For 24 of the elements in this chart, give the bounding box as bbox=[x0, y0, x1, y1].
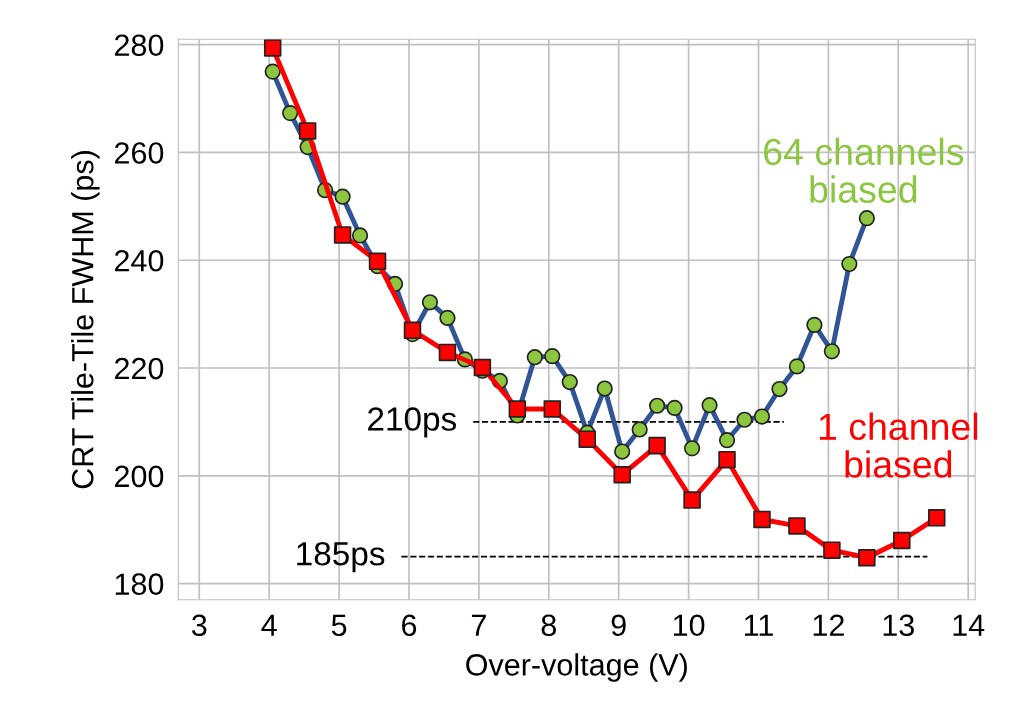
series-label: 1 channel biased bbox=[819, 412, 978, 478]
x-tick-label: 12 bbox=[813, 614, 844, 636]
y-tick-label: 280 bbox=[115, 34, 164, 57]
x-tick-label: 14 bbox=[953, 614, 985, 636]
y-axis-title: CRT Tile-Tile FWHM (ps) bbox=[71, 151, 100, 489]
x-tick-label: 11 bbox=[744, 614, 773, 636]
y-tick-label: 220 bbox=[115, 357, 164, 380]
x-axis-title: Over-voltage (V) bbox=[466, 653, 687, 682]
y-tick-label: 180 bbox=[115, 573, 164, 595]
series-label: 64 channels biased bbox=[764, 137, 964, 203]
x-tick-label: 5 bbox=[331, 614, 347, 637]
x-tick-label: 8 bbox=[541, 614, 556, 637]
ref-line-label: 210ps bbox=[368, 407, 457, 438]
y-tick-label: 240 bbox=[115, 249, 164, 272]
y-tick-label: 200 bbox=[115, 465, 164, 488]
x-tick-label: 3 bbox=[191, 614, 207, 637]
x-tick-label: 13 bbox=[883, 614, 914, 637]
x-tick-label: 4 bbox=[261, 614, 277, 636]
x-tick-label: 10 bbox=[673, 614, 705, 637]
x-tick-label: 6 bbox=[402, 614, 417, 637]
x-tick-label: 7 bbox=[471, 614, 486, 636]
y-tick-label: 260 bbox=[115, 142, 164, 164]
x-tick-label: 9 bbox=[611, 614, 626, 637]
ref-line-label: 185ps bbox=[297, 541, 385, 573]
